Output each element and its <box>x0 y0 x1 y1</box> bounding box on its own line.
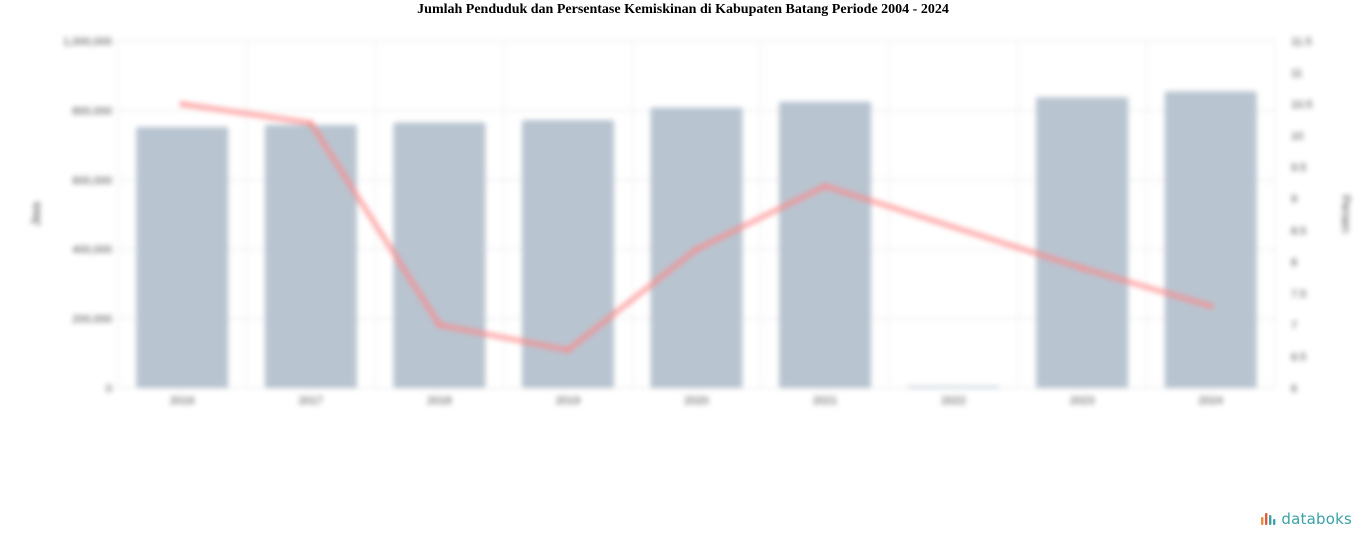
bar-2023 <box>1036 97 1129 389</box>
y-right-tick-label: 11 <box>1291 68 1302 80</box>
line-series <box>179 101 1214 353</box>
x-tick-label-2024: 2024 <box>1198 395 1222 407</box>
axis-ticks: 0 200,000 400,000 600,000 800,000 1,000,000 6 6… <box>63 36 1312 407</box>
y-left-tick-label: 800,000 <box>72 105 112 117</box>
y-right-tick-label: 6 <box>1291 383 1297 395</box>
y-axis-right-title: Persen <box>1339 195 1353 233</box>
bar-2022 <box>907 386 1000 388</box>
y-left-tick-label: 400,000 <box>72 244 112 256</box>
bar-2019 <box>521 120 614 388</box>
line-point-2019 <box>565 347 571 353</box>
line-point-2024 <box>1208 303 1214 309</box>
line-point-2018 <box>436 322 442 328</box>
y-right-tick-label: 6.5 <box>1291 351 1306 363</box>
x-tick-label-2018: 2018 <box>427 395 451 407</box>
y-left-tick-label: 1,000,000 <box>63 36 112 48</box>
x-tick-label-2019: 2019 <box>556 395 580 407</box>
x-tick-label-2023: 2023 <box>1070 395 1094 407</box>
line-point-2017 <box>308 120 314 126</box>
bar-2024 <box>1164 91 1257 388</box>
y-left-tick-label: 0 <box>106 383 112 395</box>
y-right-tick-label: 8.5 <box>1291 225 1306 237</box>
databoks-brand: databoks <box>1260 510 1352 528</box>
y-left-tick-label: 600,000 <box>72 175 112 187</box>
y-right-tick-label: 7.5 <box>1291 288 1306 300</box>
bar-2017 <box>264 124 357 388</box>
chart-plot-group: 0 200,000 400,000 600,000 800,000 1,000,000 6 6… <box>29 36 1353 407</box>
y-right-tick-label: 9.5 <box>1291 162 1306 174</box>
chart-title: Jumlah Penduduk dan Persentase Kemiskina… <box>417 2 949 17</box>
y-right-tick-label: 11.5 <box>1291 36 1312 48</box>
y-left-tick-label: 200,000 <box>72 314 112 326</box>
line-point-2023 <box>1079 265 1085 271</box>
line-persen <box>179 101 1214 353</box>
y-right-tick-label: 9 <box>1291 194 1297 206</box>
y-axis-left-title: Jiwa <box>29 202 43 226</box>
bar-2018 <box>393 122 486 389</box>
line-point-2020 <box>694 246 699 252</box>
databoks-logo-icon <box>1261 513 1276 525</box>
x-tick-label-2020: 2020 <box>684 395 708 407</box>
bar-2016 <box>136 127 229 388</box>
databoks-wordmark: databoks <box>1281 510 1352 528</box>
x-tick-label-2022: 2022 <box>941 395 965 407</box>
x-tick-label-2021: 2021 <box>813 395 837 407</box>
bar-2021 <box>779 101 872 388</box>
x-tick-label-2016: 2016 <box>170 395 194 407</box>
y-right-tick-label: 8 <box>1291 257 1297 269</box>
bar-series <box>136 91 1257 389</box>
y-right-tick-label: 10 <box>1291 131 1303 143</box>
x-tick-label-2017: 2017 <box>299 395 323 407</box>
y-right-tick-label: 7 <box>1291 320 1297 332</box>
line-point-2016 <box>179 101 185 107</box>
line-point-2021 <box>822 183 828 189</box>
y-right-tick-label: 10.5 <box>1291 99 1312 111</box>
